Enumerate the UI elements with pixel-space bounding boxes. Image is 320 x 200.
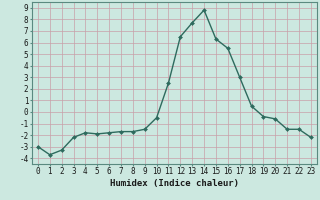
X-axis label: Humidex (Indice chaleur): Humidex (Indice chaleur)	[110, 179, 239, 188]
